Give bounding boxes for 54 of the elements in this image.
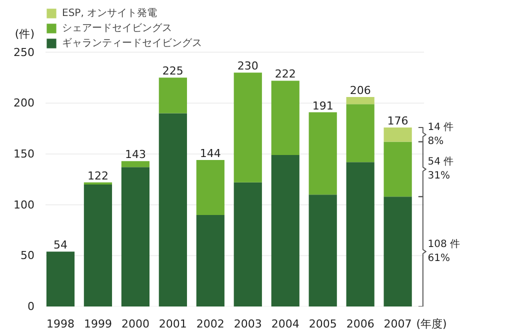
x-tick-label: 2001 [158, 318, 187, 330]
y-tick-label: 50 [20, 249, 35, 262]
x-tick-label: 1998 [46, 318, 74, 330]
y-tick-label: 200 [14, 96, 35, 110]
bar [196, 214, 224, 306]
bar [46, 252, 75, 306]
bar [84, 184, 112, 306]
bar [384, 196, 412, 306]
y-axis-title: (件) [14, 27, 35, 40]
total-label: 122 [87, 169, 108, 182]
x-tick-label: 2006 [346, 318, 374, 330]
text: 54 件 31% [428, 156, 454, 182]
y-tick-label: 150 [14, 147, 35, 160]
x-tick-label: 2002 [196, 318, 224, 330]
bar [121, 161, 150, 168]
x-axis-title: (年度) [416, 318, 447, 330]
bar [384, 142, 412, 197]
text: 108 件 61% [428, 239, 460, 264]
bar [234, 182, 262, 306]
x-tick-label: 1999 [84, 318, 112, 330]
bar [234, 72, 262, 182]
bar [308, 112, 337, 195]
legend-label: シェアードセイビングス [62, 22, 172, 35]
bar [308, 194, 337, 306]
bar [158, 113, 187, 306]
bar [158, 78, 187, 114]
bar [346, 104, 374, 162]
bar [271, 154, 300, 306]
bar [121, 167, 150, 306]
total-label: 206 [350, 84, 371, 98]
bar [196, 160, 224, 215]
total-label: 144 [200, 147, 221, 160]
x-tick-label: 2004 [271, 318, 300, 330]
bar [271, 80, 300, 155]
bar [346, 162, 374, 306]
legend-label: ESP, オンサイト発電 [62, 7, 158, 20]
legend-label: ギャランティードセイビングス [62, 37, 202, 50]
total-label: 54 [53, 238, 68, 252]
x-tick-label: 2005 [308, 318, 337, 330]
total-label: 225 [162, 64, 184, 78]
bar [384, 128, 412, 142]
y-tick-label: 100 [14, 198, 35, 212]
y-tick-label: 250 [14, 46, 35, 59]
x-tick-label: 2003 [234, 318, 262, 330]
x-tick-label: 2000 [121, 318, 150, 330]
y-tick-label: 0 [28, 300, 34, 313]
total-label: 191 [312, 99, 334, 112]
total-label: 230 [237, 60, 258, 73]
total-label: 222 [274, 68, 296, 81]
text: 14 件 8% [428, 122, 454, 148]
total-label: 143 [124, 148, 146, 162]
bar [346, 97, 374, 104]
x-tick-label: 2007 [384, 318, 412, 330]
total-label: 176 [387, 114, 408, 128]
